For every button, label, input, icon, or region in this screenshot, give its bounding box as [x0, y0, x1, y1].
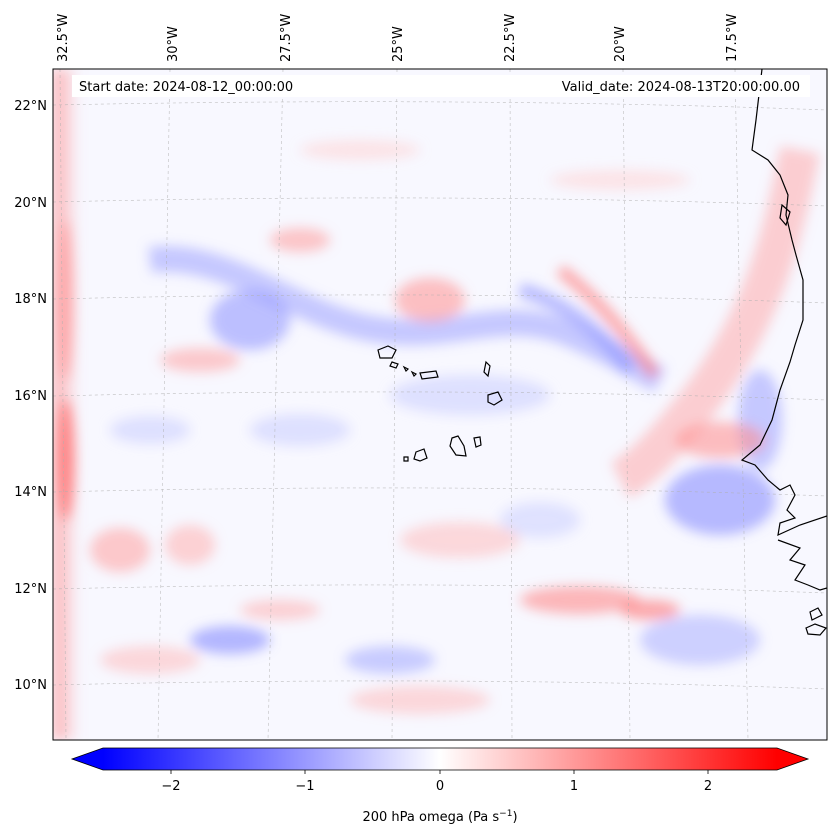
lat-label: 14°N [14, 485, 47, 500]
colorbar-tick: 0 [436, 779, 444, 794]
lon-label: 32.5°W [56, 14, 71, 62]
colorbar-max-extend [777, 748, 808, 770]
lon-label: 25°W [391, 26, 406, 62]
colorbar-min-extend [72, 748, 103, 770]
lon-label: 20°W [613, 26, 628, 62]
cape-verde-islands [377, 345, 503, 462]
lon-label: 22.5°W [503, 14, 518, 62]
colorbar-outline [70, 747, 810, 771]
colorbar-label-sup: −1 [499, 809, 512, 819]
lon-label: 17.5°W [725, 14, 740, 62]
colorbar-tick: −2 [161, 779, 180, 794]
colorbar-body [103, 748, 777, 770]
colorbar-label-close: ) [512, 810, 517, 825]
lat-label: 12°N [14, 582, 47, 597]
lat-label: 18°N [14, 292, 47, 307]
lat-labels: 22°N 20°N 18°N 16°N 14°N 12°N 10°N [14, 99, 47, 693]
colorbar-tick: −1 [295, 779, 314, 794]
lon-label: 27.5°W [279, 14, 294, 62]
coastlines [377, 69, 827, 636]
map-panel [53, 69, 827, 740]
colorbar-label: 200 hPa omega (Pa s−1) [362, 809, 517, 825]
lat-label: 16°N [14, 389, 47, 404]
colorbar-label-text: 200 hPa omega (Pa s [362, 810, 499, 825]
african-coastline [740, 69, 827, 537]
lon-label: 30°W [166, 26, 181, 62]
map-frame [52, 68, 828, 741]
colorbar-tick: 1 [570, 779, 578, 794]
gridlines [53, 69, 827, 740]
lon-labels: 32.5°W 30°W 27.5°W 25°W 22.5°W 20°W 17.5… [56, 14, 740, 62]
start-date-label: Start date: 2024-08-12_00:00:00 [79, 80, 293, 95]
colorbar-tick: 2 [704, 779, 712, 794]
header-box [72, 75, 810, 97]
lat-label: 20°N [14, 196, 47, 211]
valid-date-label: Valid_date: 2024-08-13T20:00:00.00 [562, 80, 800, 95]
colorbar: −2 −1 0 1 2 200 hPa omega (Pa s−1) [70, 747, 810, 825]
lat-label: 22°N [14, 99, 47, 114]
lat-label: 10°N [14, 678, 47, 693]
